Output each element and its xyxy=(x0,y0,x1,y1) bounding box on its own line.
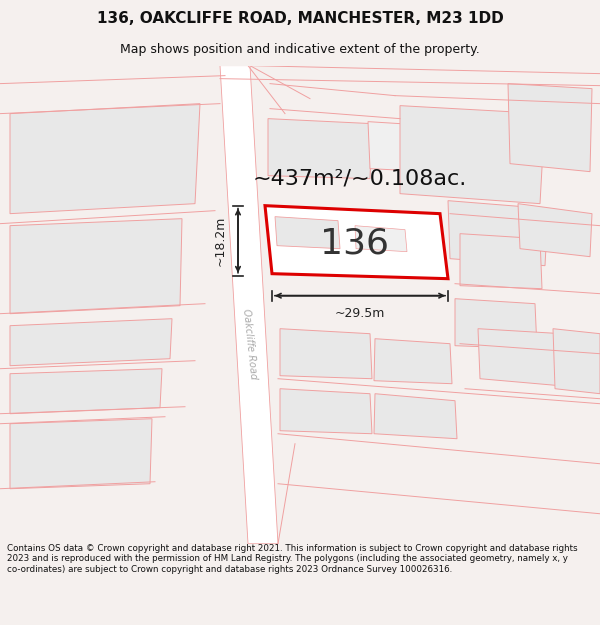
Text: ~437m²/~0.108ac.: ~437m²/~0.108ac. xyxy=(253,169,467,189)
Polygon shape xyxy=(400,106,545,204)
Text: Oakcliffe Road: Oakcliffe Road xyxy=(241,308,259,379)
Polygon shape xyxy=(508,84,592,172)
Polygon shape xyxy=(460,234,542,289)
Polygon shape xyxy=(268,119,372,179)
Polygon shape xyxy=(374,339,452,384)
Polygon shape xyxy=(10,419,152,489)
Polygon shape xyxy=(455,299,537,349)
Polygon shape xyxy=(10,319,172,366)
Polygon shape xyxy=(280,389,372,434)
Polygon shape xyxy=(220,66,278,544)
Polygon shape xyxy=(355,226,407,252)
Polygon shape xyxy=(10,369,162,414)
Text: Contains OS data © Crown copyright and database right 2021. This information is : Contains OS data © Crown copyright and d… xyxy=(7,544,578,574)
Text: 136: 136 xyxy=(320,227,389,261)
Polygon shape xyxy=(478,329,562,386)
Text: 136, OAKCLIFFE ROAD, MANCHESTER, M23 1DD: 136, OAKCLIFFE ROAD, MANCHESTER, M23 1DD xyxy=(97,11,503,26)
Polygon shape xyxy=(10,219,182,314)
Text: ~18.2m: ~18.2m xyxy=(214,216,227,266)
Text: Map shows position and indicative extent of the property.: Map shows position and indicative extent… xyxy=(120,42,480,56)
Polygon shape xyxy=(553,329,600,394)
Polygon shape xyxy=(10,104,200,214)
Polygon shape xyxy=(448,201,548,266)
Polygon shape xyxy=(374,394,457,439)
Polygon shape xyxy=(280,329,372,379)
Polygon shape xyxy=(368,122,432,172)
Polygon shape xyxy=(265,206,448,279)
Polygon shape xyxy=(518,204,592,257)
Polygon shape xyxy=(275,217,340,249)
Text: ~29.5m: ~29.5m xyxy=(335,308,385,320)
